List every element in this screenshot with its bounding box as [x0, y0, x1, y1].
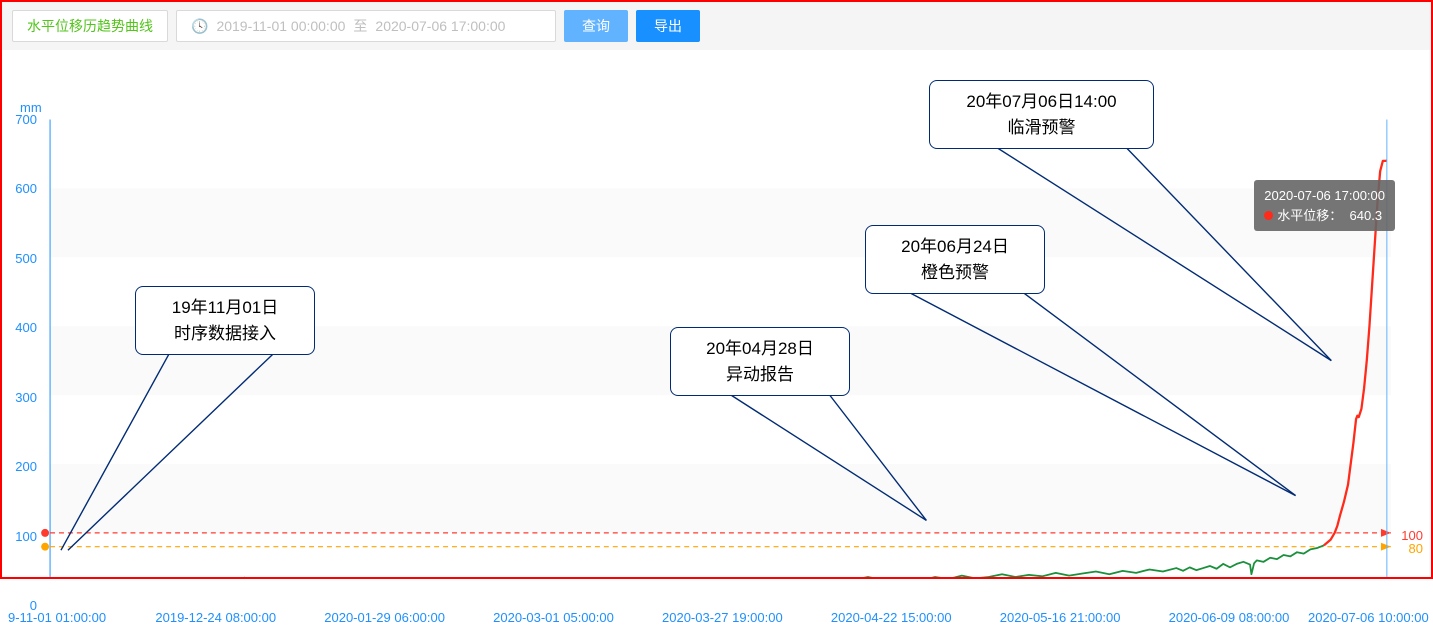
x-tick-label: 2020-07-06 10:00:00 — [1308, 610, 1429, 625]
date-range-picker[interactable]: 🕓 2019-11-01 00:00:00 至 2020-07-06 17:00… — [176, 10, 556, 42]
query-button[interactable]: 查询 — [564, 10, 628, 42]
date-separator: 至 — [353, 16, 367, 36]
date-from-text: 2019-11-01 00:00:00 — [216, 18, 345, 34]
callout-c4: 20年07月06日14:00临滑预警 — [929, 80, 1154, 149]
y-tick-label: 400 — [15, 320, 37, 335]
x-tick-label: 2020-03-01 05:00:00 — [493, 610, 614, 625]
callout-c1: 19年11月01日时序数据接入 — [135, 286, 315, 355]
date-to-text: 2020-07-06 17:00:00 — [375, 18, 505, 34]
x-tick-label: 9-11-01 01:00:00 — [8, 610, 106, 625]
x-tick-label: 2020-06-09 08:00:00 — [1169, 610, 1290, 625]
y-tick-label: 300 — [15, 390, 37, 405]
export-button[interactable]: 导出 — [636, 10, 700, 42]
x-tick-label: 2020-04-22 15:00:00 — [831, 610, 952, 625]
toolbar: 水平位移历趋势曲线 🕓 2019-11-01 00:00:00 至 2020-0… — [2, 2, 1431, 50]
threshold-label: 80 — [1409, 541, 1423, 556]
clock-icon: 🕓 — [191, 18, 208, 35]
y-tick-label: 600 — [15, 181, 37, 196]
y-tick-label: 100 — [15, 529, 37, 544]
x-tick-label: 2020-01-29 06:00:00 — [324, 610, 445, 625]
x-tick-label: 2019-12-24 08:00:00 — [155, 610, 276, 625]
callout-c2: 20年04月28日异动报告 — [670, 327, 850, 396]
threshold-label: 100 — [1401, 528, 1423, 543]
y-tick-label: 500 — [15, 251, 37, 266]
y-tick-label: 200 — [15, 459, 37, 474]
x-tick-label: 2020-05-16 21:00:00 — [1000, 610, 1121, 625]
x-tick-label: 2020-03-27 19:00:00 — [662, 610, 783, 625]
chart-area: mm 01002003004005006007009-11-01 01:00:0… — [2, 50, 1431, 577]
callout-c3: 20年06月24日橙色预警 — [865, 225, 1045, 294]
y-tick-label: 700 — [15, 112, 37, 127]
chart-title-chip: 水平位移历趋势曲线 — [12, 10, 168, 42]
